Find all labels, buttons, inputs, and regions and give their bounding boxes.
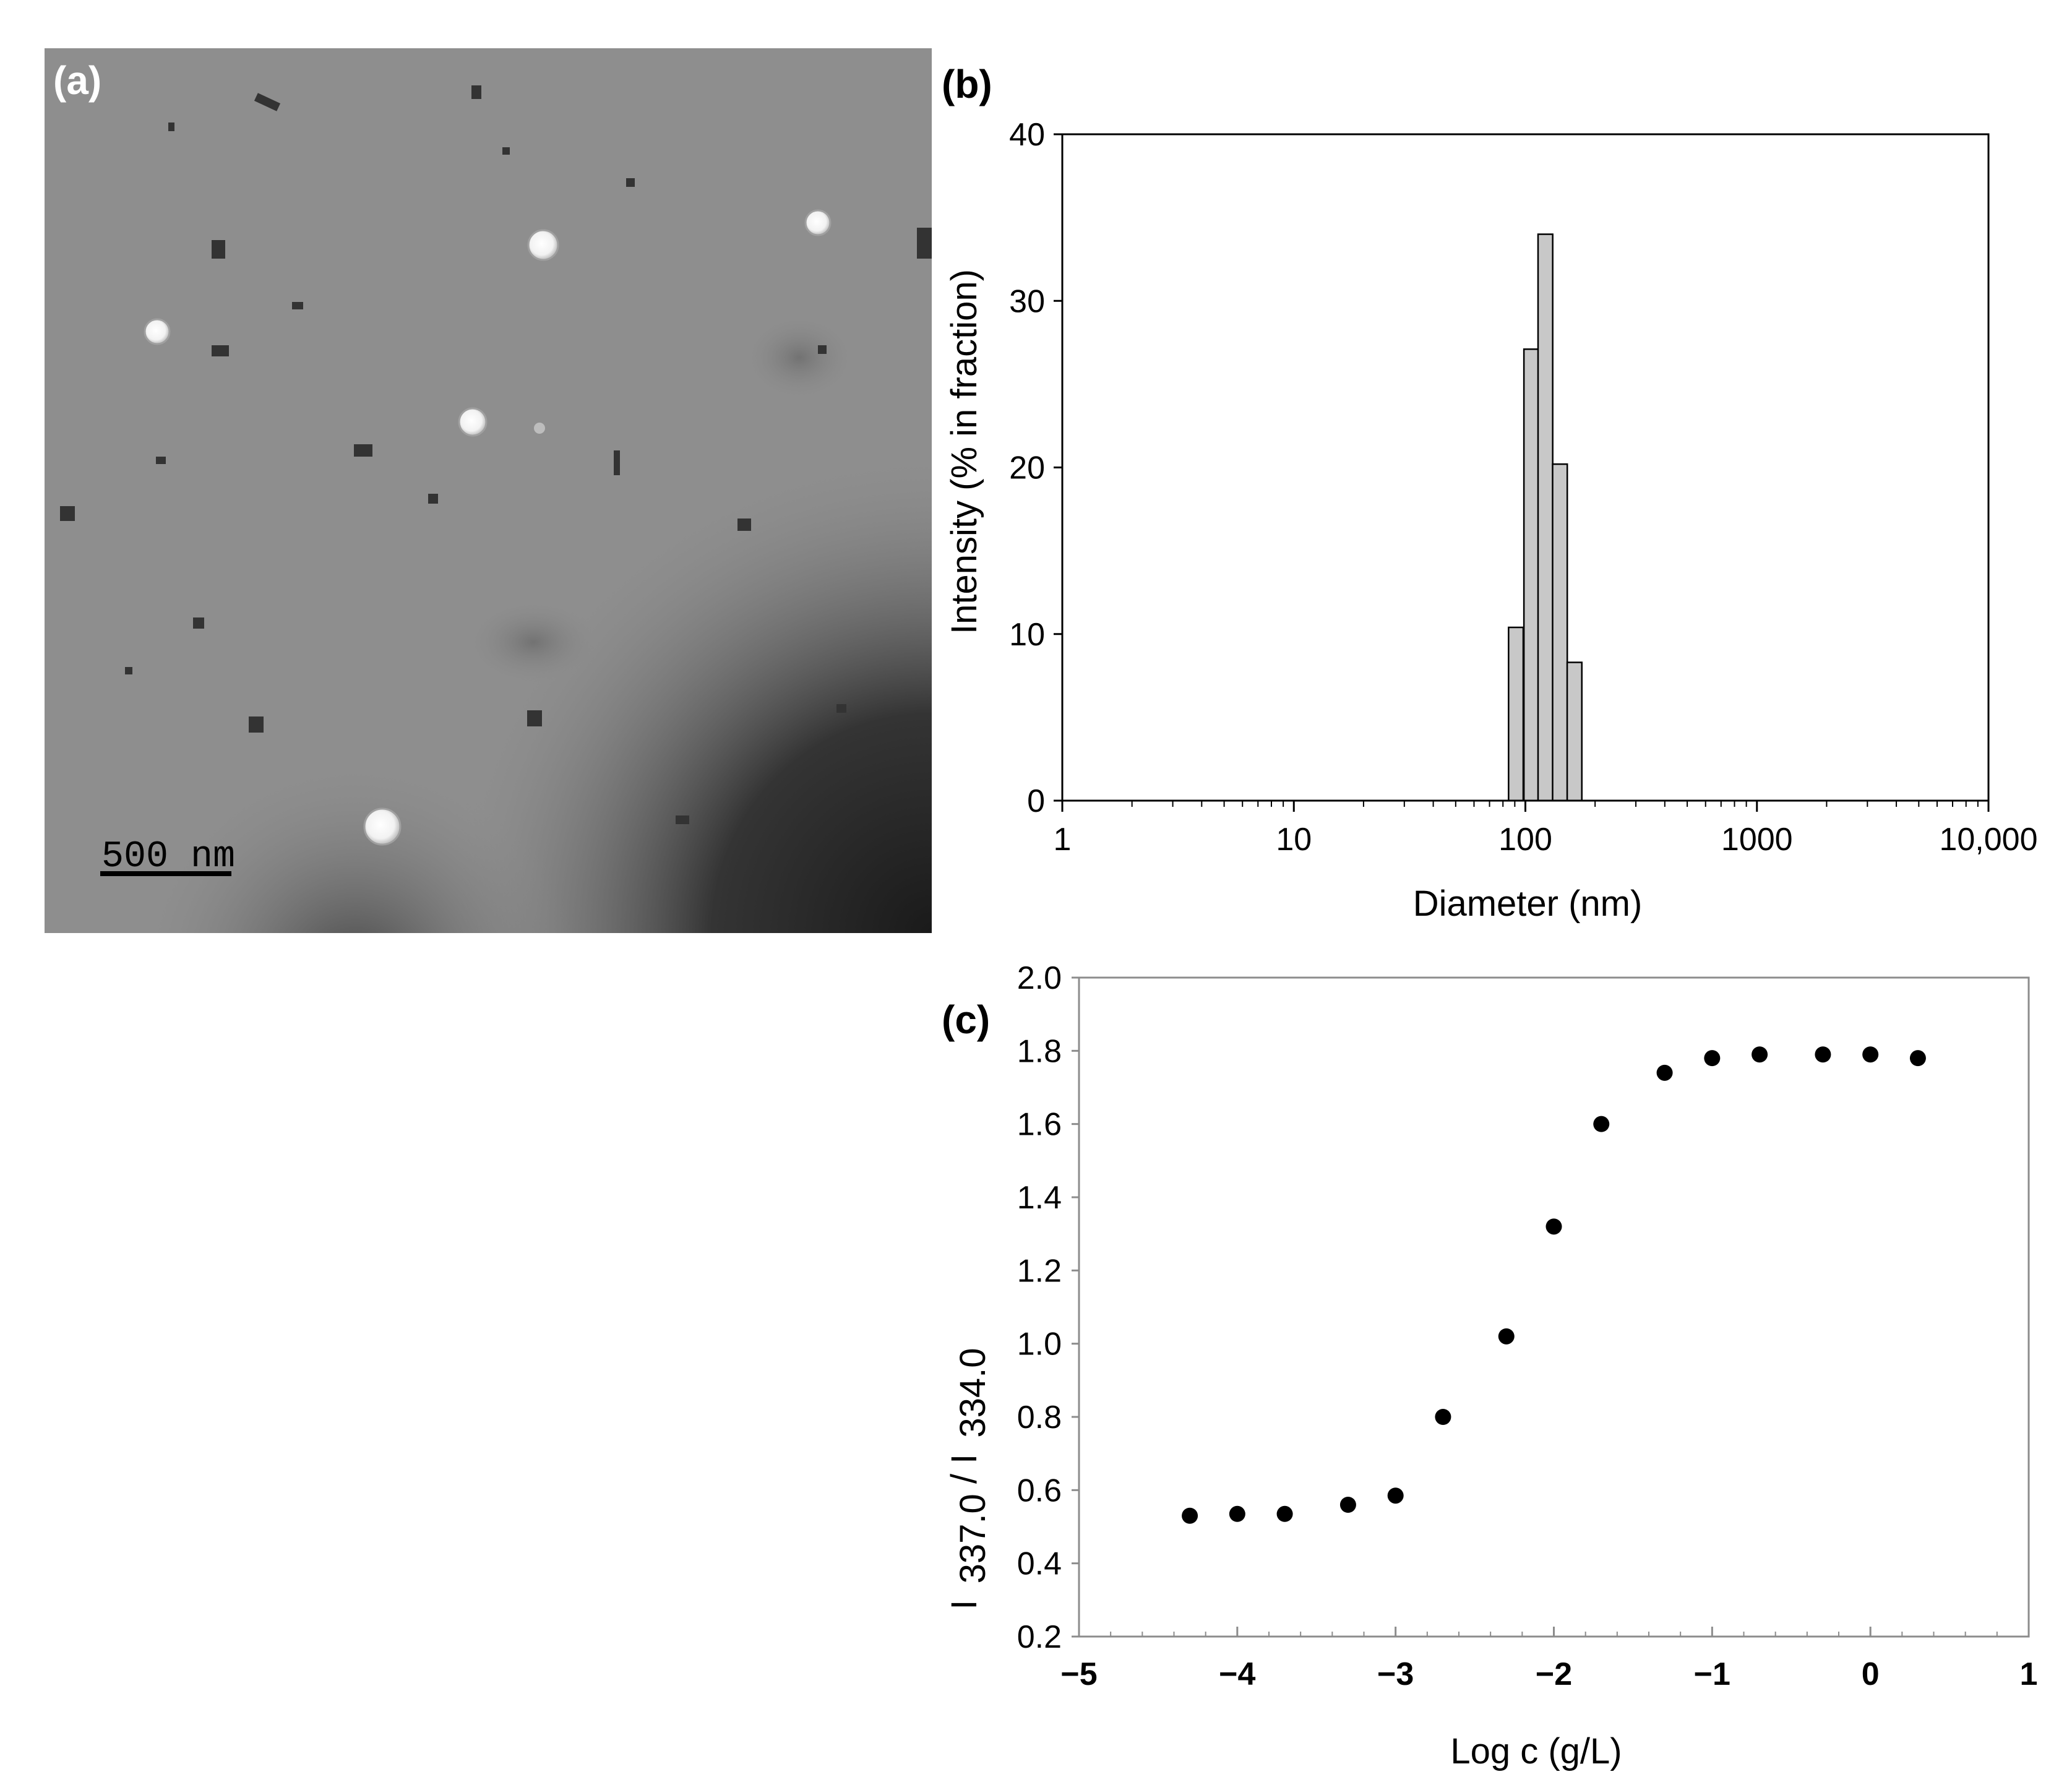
x-tick-label: 1 <box>2020 1656 2038 1692</box>
data-point <box>1656 1064 1673 1081</box>
y-tick-label: 0.4 <box>1017 1546 1062 1582</box>
data-point <box>1815 1046 1831 1063</box>
x-tick-label: 10,000 <box>1939 822 2037 858</box>
panel-label-a: (a) <box>53 58 101 103</box>
x-tick-label: −4 <box>1219 1656 1255 1692</box>
panel-label-c: (c) <box>942 997 990 1042</box>
x-tick-label: −2 <box>1536 1656 1572 1692</box>
histogram-bar <box>1552 463 1568 802</box>
data-point <box>1593 1116 1610 1132</box>
data-point <box>1862 1046 1879 1063</box>
data-point <box>1229 1505 1245 1522</box>
data-point <box>1752 1046 1768 1063</box>
y-tick-label: 1.6 <box>1017 1107 1062 1143</box>
data-point <box>1498 1328 1515 1345</box>
chart-b-plot-area: 0 10 20 30 40 1 10 100 1000 10,000 <box>1009 117 2037 858</box>
y-tick-label: 2.0 <box>1017 960 1062 996</box>
scale-bar-label: 500 nm <box>101 836 235 878</box>
histogram-bar <box>1523 348 1540 802</box>
y-tick-label: 0.6 <box>1017 1473 1062 1508</box>
tem-image: 500 nm (a) <box>45 48 932 933</box>
panel-label-b: (b) <box>942 62 992 106</box>
tem-micrograph: 500 nm (a) <box>45 48 932 933</box>
y-tick-label: 30 <box>1009 283 1045 319</box>
chart-c-ylabel-prefix: I <box>944 1599 984 1609</box>
chart-c-xlabel: Log c (g/L) <box>1450 1731 1622 1771</box>
y-tick-label: 0 <box>1027 783 1045 819</box>
histogram-bar <box>1566 661 1583 802</box>
y-tick-label: 1.8 <box>1017 1033 1062 1069</box>
x-tick-label: 1 <box>1054 822 1072 858</box>
y-tick-label: 40 <box>1009 117 1045 153</box>
y-tick-label: 20 <box>1009 450 1045 486</box>
data-point <box>1435 1409 1451 1425</box>
x-tick-label: 1000 <box>1721 822 1793 858</box>
chart-b-xlabel: Diameter (nm) <box>1413 884 1643 924</box>
chart-c-frame <box>1078 976 2030 1638</box>
data-point <box>1704 1050 1721 1067</box>
tem-particles <box>144 209 832 846</box>
data-point <box>1339 1497 1356 1513</box>
chart-c-ylabel-sub1: 337.0 <box>953 1494 993 1583</box>
histogram-bar <box>1537 233 1554 802</box>
y-tick-label: 0.2 <box>1017 1619 1062 1655</box>
y-tick-label: 1.4 <box>1017 1180 1062 1216</box>
chart-b-ylabel: Intensity (% in fraction) <box>944 269 984 634</box>
x-tick-label: 0 <box>1862 1656 1880 1692</box>
chart-b: (b) 0 10 20 30 40 1 10 100 1000 10,000 Diameter (… <box>942 62 2038 924</box>
data-point <box>1909 1050 1926 1067</box>
x-tick-label: −5 <box>1060 1656 1097 1692</box>
y-tick-label: 1.0 <box>1017 1327 1062 1362</box>
tem-debris <box>60 85 932 824</box>
x-tick-label: 10 <box>1276 822 1312 858</box>
x-tick-label: −1 <box>1694 1656 1730 1692</box>
chart-c-ylabel-slash: / I <box>944 1454 984 1484</box>
x-tick-label: 100 <box>1498 822 1552 858</box>
data-point <box>1387 1487 1404 1504</box>
y-tick-label: 1.2 <box>1017 1253 1062 1289</box>
chart-c-ylabel: I 337.0 / I 334.0 <box>944 1348 993 1609</box>
data-point <box>1276 1505 1293 1522</box>
scale-bar <box>100 871 231 876</box>
chart-c-ylabel-sub2: 334.0 <box>953 1348 993 1437</box>
y-tick-label: 10 <box>1009 617 1045 653</box>
x-tick-label: −3 <box>1377 1656 1414 1692</box>
chart-c-plot-area: 0.2 0.4 0.6 0.8 1.0 1.2 1.4 1.6 1.8 2.0 −5 −4 −3 −2 −1… <box>1017 960 2038 1692</box>
chart-c: (c) 0.2 0.4 0.6 0.8 1.0 1.2 1.4 1.6 1.8 2.0 −5 −4 −3… <box>942 960 2038 1771</box>
data-point <box>1545 1218 1562 1235</box>
histogram-bar <box>1508 626 1524 802</box>
y-tick-label: 0.8 <box>1017 1400 1062 1435</box>
data-point <box>1182 1507 1198 1524</box>
